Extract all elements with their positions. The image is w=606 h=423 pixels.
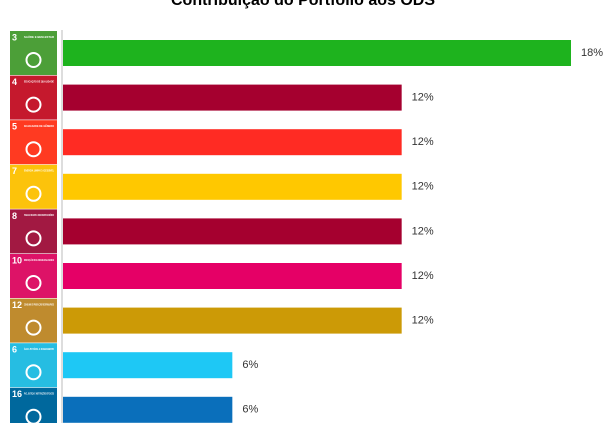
bar [63,263,402,289]
bar [63,129,402,156]
sdg-pictogram [25,319,42,336]
sdg-title: CONSUMO E PRODUÇÃO RESPONSÁVEIS [24,301,54,306]
bar [63,84,402,111]
sdg-number: 12 [12,300,22,310]
value-label: 12% [412,136,434,148]
sdg-number: 5 [12,122,17,132]
bar [63,352,233,379]
bar [63,307,402,334]
value-label: 12% [412,225,434,237]
sdg-title: IGUALDADE DE GÊNERO [24,123,55,128]
sdg-title: ENERGIA LIMPA E ACESSÍVEL [24,168,54,173]
bar [63,173,402,200]
value-label: 6% [242,404,258,416]
sdg-number: 7 [12,166,17,176]
sdg-title: PAZ, JUSTIÇA E INSTITUIÇÕES EFICAZES [24,391,54,396]
sdg-pictogram [25,185,42,202]
bar [63,218,402,245]
value-label: 12% [412,315,434,327]
sdg-number: 4 [12,77,17,87]
sdg-title: EDUCAÇÃO DE QUALIDADE [24,78,54,83]
sdg-number: 6 [12,345,17,355]
sdg-title: REDUÇÃO DAS DESIGUALDADES [24,257,54,262]
sdg-number: 3 [12,32,17,42]
bar [63,396,233,423]
value-label: 12% [412,92,434,104]
sdg-pictogram [25,230,42,247]
value-label: 12% [412,181,434,193]
sdg-number: 8 [12,211,17,221]
sdg-title: SAÚDE E BEM-ESTAR [24,34,55,39]
bar [63,40,571,66]
sdg-number: 16 [12,389,22,399]
sdg-icon [10,387,57,423]
value-label: 12% [412,270,434,282]
sdg-pictogram [25,96,42,113]
value-label: 6% [242,359,258,371]
value-label: 18% [581,47,603,59]
sdg-pictogram [25,141,42,158]
sdg-title: TRABALHO DECENTE E CRESCIMENTO ECONÔMICO [24,212,54,217]
sdg-pictogram [25,275,42,291]
sdg-pictogram [25,364,42,381]
chart-title: Contribuição do Portfólio aos ODS [171,0,435,9]
sdg-title: ÁGUA POTÁVEL E SANEAMENTO [24,346,54,351]
sdg-pictogram [25,52,42,68]
sdg-number: 10 [12,255,22,265]
sdg-pictogram [25,408,42,423]
